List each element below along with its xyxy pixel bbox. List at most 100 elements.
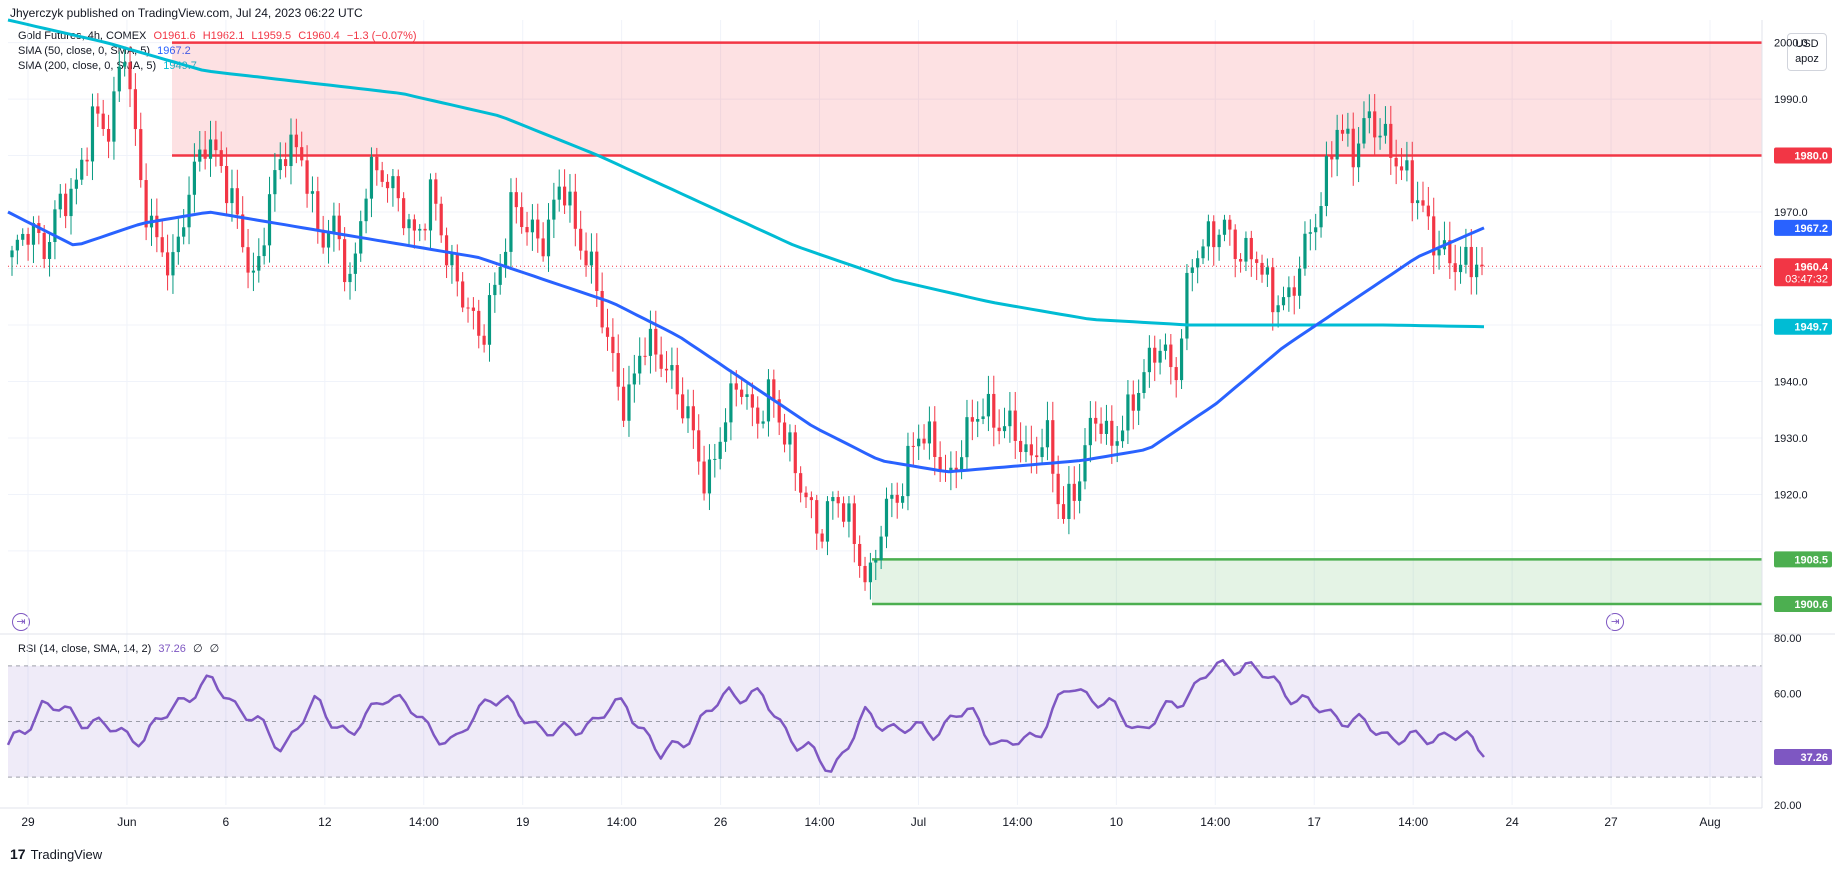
- scroll-to-realtime-button[interactable]: ⇥: [1606, 613, 1624, 631]
- candle-body: [21, 233, 25, 240]
- candle-body: [80, 159, 84, 180]
- candle-body: [96, 106, 100, 114]
- candle-body: [455, 253, 459, 282]
- price-badge-bg: [1774, 318, 1832, 335]
- candle-body: [622, 386, 626, 421]
- candle-body: [332, 215, 336, 234]
- candle-body: [171, 252, 175, 276]
- candle-body: [407, 219, 411, 229]
- candle-body: [1330, 155, 1334, 160]
- price-tick-label: 1990.0: [1774, 94, 1808, 106]
- candle-body: [611, 336, 615, 354]
- candle-body: [890, 494, 894, 499]
- candle-body: [85, 159, 89, 162]
- candle-body: [654, 328, 658, 355]
- candle-body: [1110, 420, 1114, 446]
- candle-body: [1024, 444, 1028, 453]
- candle-body: [1115, 441, 1119, 446]
- publish-info: Jhyerczyk published on TradingView.com, …: [10, 6, 363, 20]
- candle-body: [1453, 263, 1457, 273]
- candle-body: [434, 179, 438, 204]
- candle-body: [503, 251, 508, 268]
- candle-body: [557, 186, 561, 200]
- candle-body: [970, 417, 974, 422]
- sma200-value: 1949.7: [163, 60, 197, 72]
- candle-body: [1104, 420, 1109, 434]
- candle-body: [734, 383, 738, 390]
- candle-body: [718, 441, 722, 459]
- price-badge-value: 1980.0: [1794, 151, 1828, 163]
- price-tick-label: 1970.0: [1774, 207, 1808, 219]
- candle-body: [326, 233, 331, 248]
- candle-body: [809, 497, 813, 501]
- candle-body: [101, 113, 105, 129]
- candle-body: [1394, 157, 1398, 167]
- time-tick-label: 10: [1110, 815, 1124, 829]
- candle-body: [1137, 392, 1141, 411]
- candle-body: [1153, 347, 1157, 363]
- candle-body: [772, 379, 776, 400]
- candle-body: [1163, 344, 1168, 351]
- candle-body: [568, 191, 572, 206]
- candle-body: [815, 500, 819, 534]
- candle-body: [595, 251, 599, 291]
- candle-body: [471, 307, 475, 311]
- candle-body: [659, 354, 663, 369]
- candle-body: [1319, 206, 1323, 228]
- candle-body: [316, 191, 320, 230]
- candle-body: [69, 188, 73, 217]
- candle-body: [981, 416, 985, 420]
- candle-body: [1276, 305, 1280, 313]
- candle-body: [1475, 264, 1479, 278]
- candle-body: [1244, 237, 1248, 262]
- candle-body: [251, 270, 256, 273]
- candle-body: [466, 307, 470, 309]
- scroll-left-button[interactable]: ⇥: [12, 613, 30, 631]
- time-tick-label: 26: [714, 815, 728, 829]
- candle-body: [369, 156, 374, 199]
- candle-body: [112, 91, 116, 142]
- candle-body: [1367, 111, 1371, 119]
- candle-body: [1281, 297, 1286, 306]
- candle-body: [922, 438, 926, 444]
- support-zone: [872, 559, 1762, 605]
- candle-body: [536, 219, 540, 239]
- candle-body: [294, 134, 298, 148]
- candle-body: [1206, 221, 1210, 247]
- candle-body: [1346, 128, 1350, 134]
- rsi-legend[interactable]: RSI (14, close, SMA, 14, 2) 37.26 ∅ ∅: [18, 642, 223, 655]
- candle-body: [686, 406, 690, 419]
- rsi-extra-1: ∅: [192, 643, 203, 655]
- candle-body: [187, 194, 191, 228]
- sma200-legend[interactable]: SMA (200, close, 0, SMA, 5) 1949.7: [18, 60, 201, 72]
- rsi-band: [8, 665, 1762, 778]
- candle-body: [852, 503, 856, 544]
- candle-body: [343, 239, 347, 283]
- candle-body: [900, 496, 905, 503]
- candle-body: [868, 562, 872, 583]
- candle-body: [31, 223, 36, 245]
- currency-code: USD: [1795, 38, 1819, 50]
- candle-body: [648, 328, 653, 356]
- sma50-legend[interactable]: SMA (50, close, 0, SMA, 5) 1967.2: [18, 45, 195, 57]
- candle-body: [364, 198, 368, 222]
- tradingview-logo[interactable]: 17 TradingView: [10, 846, 102, 862]
- candle-body: [831, 497, 835, 502]
- candle-body: [1324, 155, 1329, 207]
- candle-body: [697, 430, 701, 462]
- candle-body: [284, 159, 288, 167]
- candle-body: [579, 228, 583, 251]
- candle-body: [1147, 347, 1151, 373]
- price-tick-label: 1920.0: [1774, 489, 1808, 501]
- candle-body: [90, 106, 95, 162]
- candle-body: [884, 498, 889, 537]
- currency-selector[interactable]: USD apoz: [1787, 33, 1827, 71]
- candle-body: [632, 373, 636, 385]
- candle-body: [933, 421, 937, 457]
- candle-body: [155, 215, 159, 238]
- candle-body: [1083, 445, 1087, 482]
- candle-body: [820, 533, 824, 542]
- candle-body: [520, 207, 524, 228]
- candle-body: [47, 242, 52, 259]
